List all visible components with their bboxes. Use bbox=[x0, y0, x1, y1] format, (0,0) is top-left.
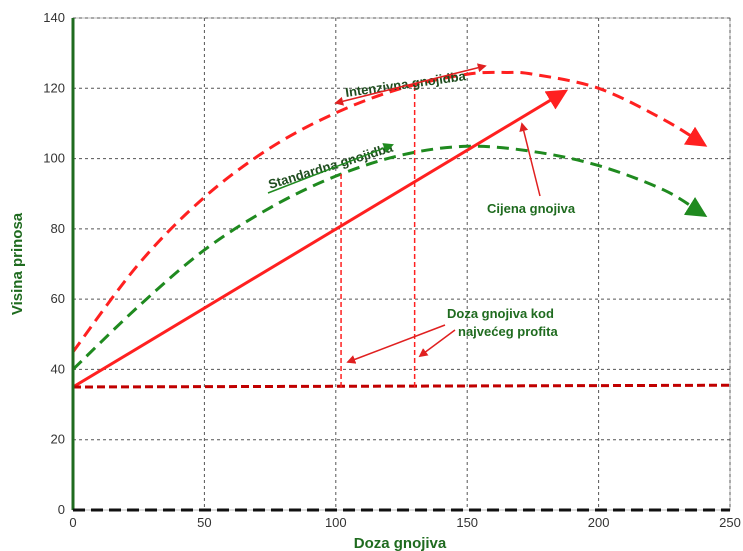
arrow-doza-left bbox=[346, 324, 446, 364]
series-line-baseline bbox=[72, 383, 731, 389]
gridlines bbox=[73, 17, 731, 510]
y-tick-label: 40 bbox=[51, 361, 65, 376]
y-tick-label: 60 bbox=[51, 291, 65, 306]
x-tick-label: 100 bbox=[325, 515, 347, 530]
series-line-standardna bbox=[71, 144, 708, 371]
annotation-doza-line1: Doza gnojiva kod bbox=[447, 306, 554, 321]
arrow-doza-right bbox=[418, 329, 456, 358]
series-line-cijena bbox=[72, 89, 569, 389]
y-tick-label: 100 bbox=[43, 151, 65, 166]
annotation-cijena: Cijena gnojiva bbox=[487, 201, 576, 216]
x-tick-label: 150 bbox=[456, 515, 478, 530]
x-tick-label: 50 bbox=[197, 515, 211, 530]
x-tick-labels: 0 50 100 150 200 250 bbox=[69, 515, 740, 530]
arrow-intenzivna-span bbox=[334, 63, 487, 106]
y-tick-label: 20 bbox=[51, 432, 65, 447]
annotation-doza-line2: najvećeg profita bbox=[458, 324, 558, 339]
arrow-standardna-span bbox=[267, 143, 394, 194]
y-tick-labels: 0 20 40 60 80 100 120 140 bbox=[43, 10, 65, 517]
y-tick-label: 120 bbox=[43, 80, 65, 95]
y-tick-label: 80 bbox=[51, 221, 65, 236]
x-tick-label: 0 bbox=[69, 515, 76, 530]
x-axis-title: Doza gnojiva bbox=[354, 535, 447, 551]
x-tick-label: 200 bbox=[588, 515, 610, 530]
y-axis-title: Visina prinosa bbox=[9, 212, 26, 315]
y-tick-label: 0 bbox=[58, 502, 65, 517]
arrow-cijena bbox=[519, 122, 541, 197]
x-tick-label: 250 bbox=[719, 515, 741, 530]
y-tick-label: 140 bbox=[43, 10, 65, 25]
